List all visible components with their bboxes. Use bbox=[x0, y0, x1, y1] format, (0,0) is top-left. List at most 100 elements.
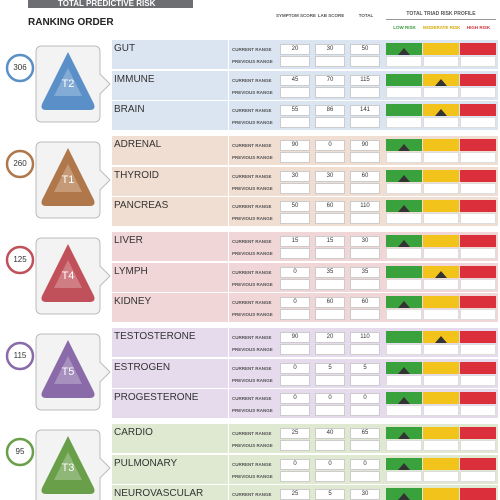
score-lab: 5 bbox=[315, 362, 345, 374]
row-divider bbox=[228, 328, 229, 357]
risk-marker bbox=[435, 336, 447, 343]
score-lab: 35 bbox=[315, 266, 345, 278]
marker-shape bbox=[398, 301, 410, 308]
score-lab: 5 bbox=[315, 489, 345, 500]
risk-segment bbox=[423, 427, 459, 439]
previous-label: PREVIOUS RANGE bbox=[232, 89, 273, 95]
score-lab: 86 bbox=[315, 105, 345, 116]
group-label: T2 bbox=[61, 78, 75, 90]
risk-segment-prev bbox=[423, 86, 459, 98]
score-lab: 30 bbox=[315, 44, 345, 55]
row-name: PULMONARY bbox=[114, 457, 178, 469]
risk-segment bbox=[386, 265, 422, 278]
risk-segment-prev bbox=[386, 182, 422, 194]
current-label: CURRENT RANGE bbox=[232, 335, 272, 340]
risk-segment-prev bbox=[386, 440, 422, 451]
risk-segment-prev bbox=[460, 470, 496, 482]
marker-shape bbox=[398, 397, 410, 404]
risk-marker bbox=[435, 270, 447, 278]
current-label: CURRENT RANGE bbox=[232, 431, 272, 436]
previous-label: PREVIOUS RANGE bbox=[232, 443, 273, 448]
score-prev bbox=[315, 374, 345, 386]
score-prev bbox=[350, 405, 380, 416]
score-prev bbox=[280, 86, 310, 98]
risk-marker bbox=[398, 432, 410, 439]
risk-segment-prev bbox=[423, 248, 459, 259]
score-total: 60 bbox=[350, 170, 380, 182]
marker-shape bbox=[398, 240, 410, 247]
risk-segment-prev bbox=[460, 213, 496, 224]
badge bbox=[5, 45, 111, 123]
score-total: 110 bbox=[350, 201, 380, 212]
risk-segment bbox=[423, 235, 459, 247]
risk-segment bbox=[460, 169, 496, 182]
marker-shape bbox=[398, 432, 410, 439]
risk-segment-prev bbox=[460, 440, 496, 451]
marker-shape bbox=[398, 144, 410, 151]
row-divider bbox=[228, 389, 229, 418]
score-prev bbox=[315, 117, 345, 128]
risk-segment-prev bbox=[386, 309, 422, 320]
current-label: CURRENT RANGE bbox=[232, 173, 272, 179]
score-total: 90 bbox=[350, 140, 380, 151]
risk-segment-prev bbox=[460, 117, 496, 128]
score-lab: 40 bbox=[315, 428, 345, 439]
current-label: CURRENT RANGE bbox=[232, 108, 272, 113]
risk-segment bbox=[386, 104, 422, 116]
row-divider bbox=[228, 454, 229, 484]
risk-segment-prev bbox=[386, 86, 422, 98]
risk-segment bbox=[386, 73, 422, 86]
score-prev bbox=[280, 374, 310, 386]
risk-segment-prev bbox=[386, 278, 422, 290]
score-lab: 70 bbox=[315, 74, 345, 86]
row-divider bbox=[228, 262, 229, 292]
score-circle bbox=[5, 341, 35, 371]
row-name: LIVER bbox=[114, 235, 143, 246]
score-circle bbox=[5, 149, 35, 179]
row-name: TESTOSTERONE bbox=[114, 331, 196, 342]
marker-shape bbox=[398, 366, 410, 374]
score-prev bbox=[350, 248, 380, 259]
previous-label: PREVIOUS RANGE bbox=[232, 281, 273, 287]
risk-segment-prev bbox=[460, 86, 496, 98]
risk-segment-prev bbox=[386, 248, 422, 259]
score-total: 0 bbox=[350, 393, 380, 404]
risk-segment bbox=[460, 331, 496, 343]
marker-shape bbox=[398, 174, 410, 182]
risk-segment bbox=[460, 361, 496, 374]
triangle bbox=[41, 148, 95, 206]
col-header: SYMPTOM SCORE bbox=[276, 13, 316, 18]
group-score: 125 bbox=[13, 255, 27, 264]
score-lab: 0 bbox=[315, 140, 345, 151]
triangle-inner bbox=[54, 68, 82, 96]
score-prev bbox=[315, 56, 345, 67]
triangle-inner bbox=[54, 452, 82, 480]
risk-segment-prev bbox=[423, 440, 459, 451]
score-lab: 20 bbox=[315, 332, 345, 343]
risk-segment-prev bbox=[460, 309, 496, 320]
row-divider bbox=[228, 40, 229, 69]
risk-segment-prev bbox=[423, 152, 459, 163]
triangle-inner bbox=[54, 356, 82, 384]
marker-shape bbox=[435, 109, 447, 116]
risk-marker bbox=[398, 462, 410, 470]
row-divider bbox=[228, 197, 229, 226]
score-prev bbox=[315, 86, 345, 98]
risk-marker bbox=[398, 240, 410, 247]
score-prev bbox=[315, 470, 345, 482]
row-divider bbox=[228, 166, 229, 196]
current-label: CURRENT RANGE bbox=[232, 143, 272, 148]
risk-segment-prev bbox=[460, 248, 496, 259]
group-score: 260 bbox=[13, 159, 27, 168]
score-symptom: 0 bbox=[280, 266, 310, 278]
marker-shape bbox=[435, 336, 447, 343]
risk-segment bbox=[460, 43, 496, 55]
group-score: 95 bbox=[15, 447, 25, 456]
risk-segment-prev bbox=[423, 213, 459, 224]
row-name: ADRENAL bbox=[114, 139, 162, 150]
score-total: 50 bbox=[350, 44, 380, 55]
score-total: 110 bbox=[350, 332, 380, 343]
row-name: CARDIO bbox=[114, 427, 153, 438]
header-bar: TOTAL PREDICTIVE RISK bbox=[28, 0, 193, 8]
risk-segment bbox=[423, 296, 459, 308]
